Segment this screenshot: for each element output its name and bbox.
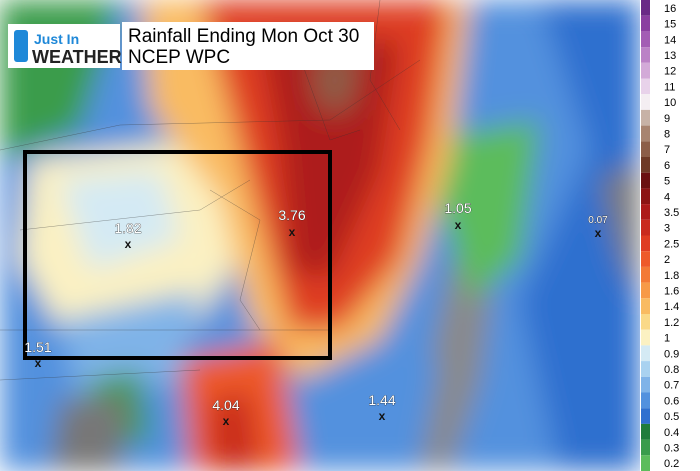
legend-swatch: [641, 94, 650, 110]
legend-label: 0.2: [664, 458, 679, 470]
focus-box: [23, 150, 332, 360]
legend-label: 13: [664, 50, 676, 62]
legend-swatch: [641, 408, 650, 424]
point-marker: x: [379, 409, 386, 423]
legend-swatch: [641, 329, 650, 346]
legend-swatch: [641, 314, 650, 330]
legend-label: 6: [664, 160, 670, 172]
legend-label: 0.4: [664, 427, 679, 439]
point-marker: x: [595, 226, 602, 240]
legend-label: 2.5: [664, 238, 679, 250]
logo-line2: WEATHER: [32, 47, 122, 67]
legend-swatch: [641, 204, 650, 220]
point-value: 1.05: [444, 200, 471, 216]
legend-swatch: [641, 62, 650, 79]
legend-swatch: [641, 455, 650, 471]
legend-label: 9: [664, 113, 670, 125]
legend-label: 14: [664, 34, 676, 46]
legend-swatch: [641, 298, 650, 314]
legend-label: 5: [664, 176, 670, 188]
legend-swatch: [641, 15, 650, 32]
legend-label: 8: [664, 128, 670, 140]
title-box: [122, 22, 374, 70]
legend-label: 16: [664, 3, 676, 15]
legend-swatch: [641, 282, 650, 299]
legend-swatch: [641, 235, 650, 252]
point-value: 0.07: [588, 215, 608, 226]
legend-swatch: [641, 125, 650, 142]
legend: 16 15 14 13 12 11 10 9 8 7 6 5 4 3.5 3 2.5 2 1.8 1.6 1.4 1.2…: [641, 0, 679, 471]
legend-swatch: [641, 361, 650, 377]
legend-label: 11: [664, 81, 675, 93]
legend-swatch: [641, 345, 650, 362]
map-title: Rainfall Ending Mon Oct 30: [128, 26, 359, 47]
point-marker: x: [289, 225, 296, 239]
legend-label: 0.6: [664, 395, 679, 407]
legend-swatch: [641, 141, 650, 157]
legend-swatch: [641, 47, 650, 63]
legend-label: 4: [664, 191, 670, 203]
legend-swatch: [641, 423, 650, 440]
legend-swatch: [641, 439, 650, 456]
legend-label: 15: [664, 19, 676, 31]
legend-label: 1.2: [664, 317, 679, 329]
legend-label: 0.8: [664, 364, 679, 376]
legend-label: 0.3: [664, 442, 679, 454]
points: 1.82x 3.76x 1.05x 0.07x 1.51x 4.04x 1.44…: [24, 200, 608, 428]
legend-swatch: [641, 172, 650, 189]
legend-label: 0.9: [664, 348, 679, 360]
legend-swatch: [641, 392, 650, 409]
legend-label: 0.5: [664, 411, 679, 423]
legend-label: 1.6: [664, 285, 679, 297]
legend-swatch: [641, 78, 650, 95]
legend-label: 0.7: [664, 380, 679, 392]
logo-icon: [14, 30, 28, 62]
legend-swatch: [641, 109, 650, 126]
legend-label: 1: [664, 333, 670, 345]
point-marker: x: [35, 356, 42, 370]
legend-label: 7: [664, 144, 670, 156]
point-marker: x: [125, 237, 132, 251]
rain-field: [0, 0, 640, 471]
point-value: 1.51: [24, 339, 51, 355]
borders: [0, 0, 421, 381]
legend-label: 10: [664, 97, 676, 109]
point-marker: x: [223, 414, 230, 428]
legend-label: 3.5: [664, 207, 679, 219]
legend-swatch: [641, 266, 650, 283]
map-subtitle: NCEP WPC: [128, 47, 230, 68]
legend-label: 3: [664, 223, 670, 235]
point-value: 1.82: [114, 220, 141, 236]
legend-swatch: [641, 0, 650, 16]
logo-line1: Just In: [34, 31, 79, 47]
legend-swatch: [641, 157, 650, 173]
legend-label: 1.4: [664, 301, 679, 313]
legend-label: 2: [664, 254, 670, 266]
point-value: 4.04: [212, 397, 239, 413]
point-marker: x: [455, 218, 462, 232]
point-value: 1.44: [368, 392, 395, 408]
point-value: 3.76: [278, 207, 305, 223]
legend-swatch: [641, 251, 650, 267]
legend-swatch: [641, 188, 650, 205]
legend-swatch: [641, 376, 650, 393]
legend-label: 12: [664, 66, 676, 78]
legend-swatch: [641, 219, 650, 236]
legend-label: 1.8: [664, 270, 679, 282]
legend-swatch: [641, 31, 650, 48]
